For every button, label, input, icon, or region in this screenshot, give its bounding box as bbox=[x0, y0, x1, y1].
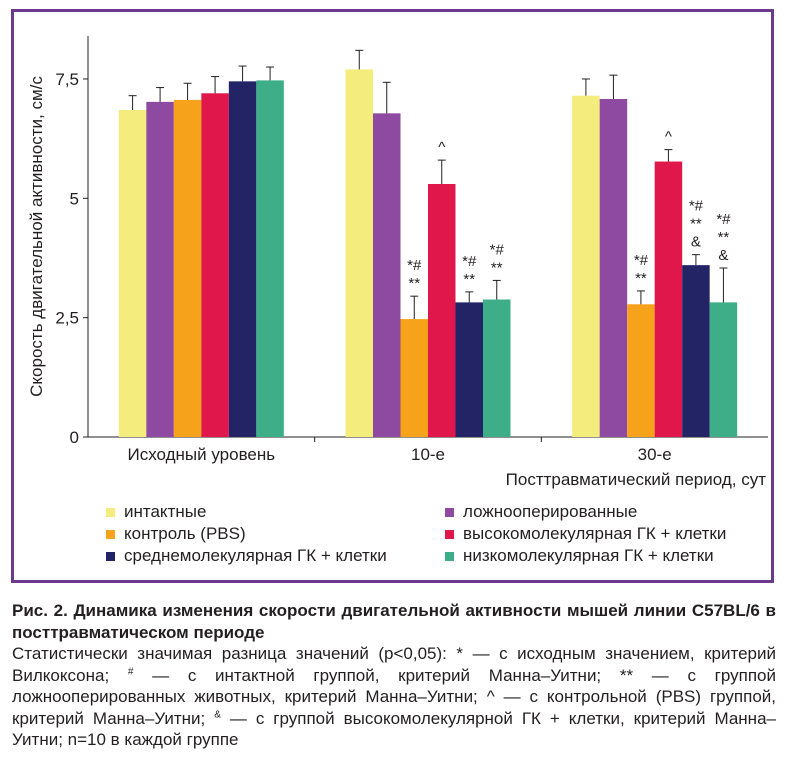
significance-label: ** bbox=[491, 259, 503, 276]
caption-text: — с интактной группой, критерий Манна–Уи… bbox=[12, 665, 776, 728]
bar bbox=[201, 93, 229, 438]
significance-label: ** bbox=[690, 216, 702, 233]
significance-label: ^ bbox=[438, 139, 445, 156]
significance-label: & bbox=[718, 247, 728, 264]
caption-superscript: & bbox=[214, 708, 221, 720]
bar bbox=[428, 183, 456, 437]
bar bbox=[118, 109, 147, 437]
caption-text: Статистически значимая разница значений … bbox=[12, 644, 776, 685]
significance-label: ** bbox=[408, 275, 420, 292]
bar bbox=[256, 80, 284, 438]
bar bbox=[599, 99, 628, 437]
figure-caption: Рис. 2. Динамика изменения скорости двиг… bbox=[12, 600, 776, 751]
y-axis-label: Скорость двигательной активности, см/с bbox=[27, 76, 46, 397]
bar bbox=[709, 302, 738, 437]
significance-label: ** bbox=[635, 270, 647, 287]
y-tick-label: 0 bbox=[70, 428, 79, 447]
significance-label: *# bbox=[634, 252, 649, 269]
x-axis-label: Посттравматический период, сут bbox=[506, 470, 767, 489]
bar bbox=[654, 161, 683, 437]
bar bbox=[173, 99, 202, 437]
bar bbox=[146, 101, 174, 437]
bar bbox=[455, 302, 483, 437]
caption-superscript: # bbox=[127, 665, 134, 677]
significance-label: & bbox=[691, 234, 701, 251]
bar bbox=[483, 299, 511, 437]
x-tick-label: 10-е bbox=[411, 445, 445, 464]
significance-label: ^ bbox=[665, 129, 672, 146]
bar bbox=[400, 319, 428, 437]
bar bbox=[572, 95, 600, 438]
bar bbox=[373, 113, 401, 437]
y-tick-label: 5 bbox=[70, 189, 79, 208]
significance-label: ** bbox=[718, 229, 730, 246]
bar-chart: Скорость двигательной активности, см/с 0 2… bbox=[27, 36, 768, 489]
significance-label: *# bbox=[490, 241, 505, 258]
bar bbox=[228, 81, 257, 437]
bar bbox=[682, 265, 710, 437]
y-tick-label: 7,5 bbox=[55, 70, 79, 89]
bar bbox=[345, 69, 373, 437]
x-tick-label: 30-е bbox=[638, 445, 672, 464]
significance-label: *# bbox=[689, 198, 704, 215]
significance-label: *# bbox=[716, 211, 731, 228]
caption-body: Статистически значимая разница значений … bbox=[12, 643, 776, 751]
significance-label: ** bbox=[463, 271, 475, 288]
caption-title: Рис. 2. Динамика изменения скорости двиг… bbox=[12, 601, 776, 642]
y-tick-label: 2,5 bbox=[55, 309, 79, 328]
significance-label: *# bbox=[407, 257, 422, 274]
caption-text: — с группой высокомолекулярной ГК + клет… bbox=[12, 708, 776, 750]
figure-frame: Скорость двигательной активности, см/с 0 2… bbox=[11, 9, 774, 583]
bar bbox=[627, 304, 655, 437]
x-tick-label: Исходный уровень bbox=[128, 445, 276, 464]
significance-label: *# bbox=[462, 253, 477, 270]
